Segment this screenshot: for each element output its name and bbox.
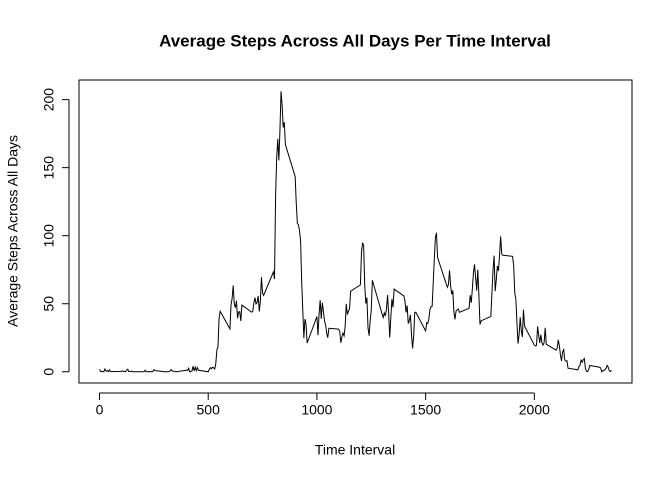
x-tick-label: 0 xyxy=(96,402,104,418)
x-axis-label: Time Interval xyxy=(315,442,395,458)
y-tick-label: 0 xyxy=(41,368,57,376)
y-tick-label: 200 xyxy=(41,88,57,112)
x-tick-label: 2000 xyxy=(519,402,550,418)
x-tick-label: 500 xyxy=(197,402,221,418)
y-tick-label: 150 xyxy=(41,156,57,180)
y-tick-label: 50 xyxy=(41,296,57,312)
x-tick-label: 1000 xyxy=(301,402,332,418)
plot-box xyxy=(78,79,633,384)
y-axis-label: Average Steps Across All Days xyxy=(5,135,21,327)
x-tick-label: 1500 xyxy=(410,402,441,418)
chart-title: Average Steps Across All Days Per Time I… xyxy=(159,31,551,50)
y-tick-label: 100 xyxy=(41,224,57,248)
data-line xyxy=(99,91,612,373)
